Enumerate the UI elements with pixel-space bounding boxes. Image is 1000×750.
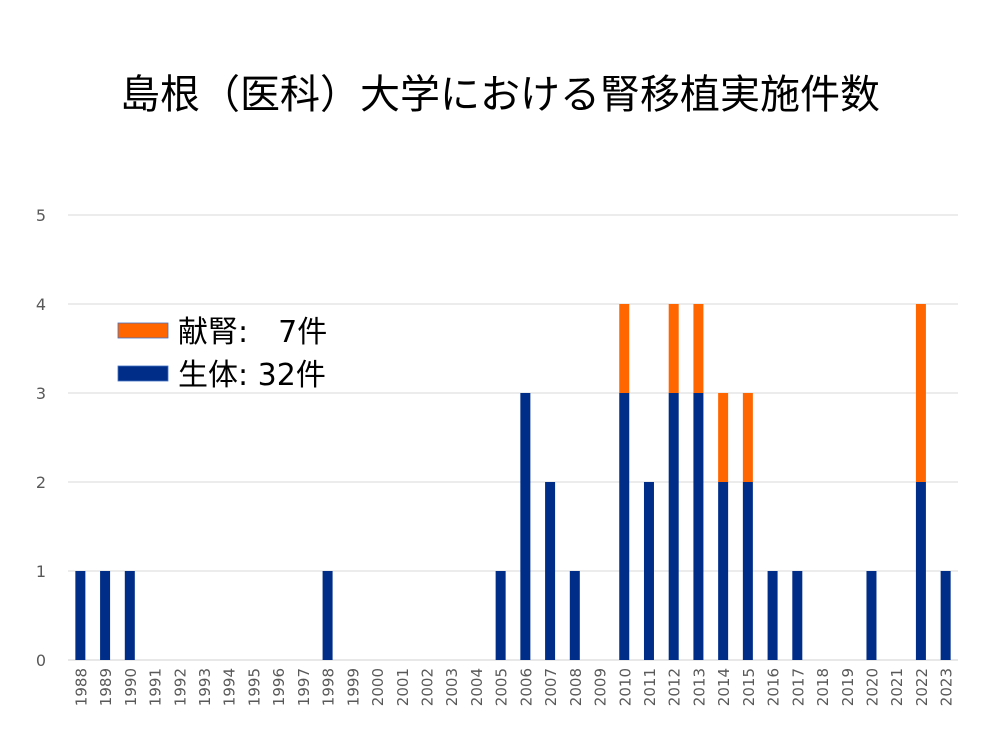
x-tick-label: 1997 [295, 668, 313, 706]
bar-segment [619, 304, 630, 393]
bar-segment [718, 393, 729, 482]
x-tick-label: 2008 [567, 668, 585, 706]
y-tick-label: 3 [36, 384, 46, 403]
x-tick-label: 1989 [97, 668, 115, 706]
bar-segment [100, 571, 111, 660]
y-axis-ticks: 0 1 2 3 4 5 [36, 206, 46, 670]
legend-swatch [117, 365, 169, 382]
x-tick-label: 1998 [320, 668, 338, 706]
legend-label: 献腎: 7件 [178, 315, 327, 350]
bar-segment [545, 482, 556, 660]
legend-swatch [117, 322, 169, 339]
x-tick-label: 1992 [171, 668, 189, 706]
x-tick-label: 1996 [270, 668, 288, 706]
bar-segment [619, 393, 630, 660]
x-tick-label: 2020 [863, 668, 881, 706]
bar-segment [792, 571, 803, 660]
y-tick-label: 5 [36, 206, 46, 225]
y-tick-label: 2 [36, 473, 46, 492]
x-tick-label: 2021 [888, 668, 906, 706]
x-tick-label: 2013 [690, 668, 708, 706]
x-tick-label: 1995 [245, 668, 263, 706]
x-tick-label: 2006 [517, 668, 535, 706]
x-tick-label: 2005 [493, 668, 511, 706]
chart-title: 島根（医科）大学における腎移植実施件数 [120, 72, 880, 118]
x-tick-label: 1999 [344, 668, 362, 706]
x-tick-label: 2004 [468, 668, 486, 706]
x-tick-label: 2015 [740, 668, 758, 706]
gridlines [68, 214, 958, 661]
bar-segment [915, 482, 926, 660]
bar-segment [693, 304, 704, 393]
bar-segment [693, 393, 704, 660]
bar-segment [940, 571, 951, 660]
x-tick-label: 1993 [196, 668, 214, 706]
legend-label: 生体: 32件 [178, 358, 326, 393]
bar-segment [643, 482, 654, 660]
x-tick-label: 2003 [443, 668, 461, 706]
bar-segment [75, 571, 86, 660]
x-tick-label: 2002 [418, 668, 436, 706]
bar-segment [124, 571, 135, 660]
bar-segment [718, 482, 729, 660]
x-tick-label: 2009 [592, 668, 610, 706]
bar-segment [495, 571, 506, 660]
y-tick-label: 0 [36, 651, 46, 670]
x-tick-label: 2011 [641, 668, 659, 706]
x-tick-label: 1994 [221, 668, 239, 706]
bar-segment [668, 393, 679, 660]
x-tick-label: 2010 [616, 668, 634, 706]
x-tick-label: 2000 [369, 668, 387, 706]
x-tick-label: 2007 [542, 668, 560, 706]
bars [75, 304, 951, 660]
bar-segment [520, 393, 531, 660]
x-tick-label: 2014 [715, 668, 733, 706]
y-tick-label: 1 [36, 562, 46, 581]
x-tick-label: 2016 [765, 668, 783, 706]
bar-segment [668, 304, 679, 393]
x-tick-label: 2001 [394, 668, 412, 706]
x-tick-label: 2019 [839, 668, 857, 706]
x-tick-label: 2022 [913, 668, 931, 706]
bar-segment [322, 571, 333, 660]
bar-segment [569, 571, 580, 660]
bar-segment [742, 482, 753, 660]
bar-segment [742, 393, 753, 482]
y-tick-label: 4 [36, 295, 46, 314]
x-axis-ticks: 1988 1989 1990 1991 1992 1993 1994 1995 1996 1997… [72, 668, 955, 706]
x-tick-label: 1988 [72, 668, 90, 706]
x-tick-label: 1991 [147, 668, 165, 706]
x-tick-label: 2017 [789, 668, 807, 706]
x-tick-label: 2018 [814, 668, 832, 706]
bar-segment [767, 571, 778, 660]
bar-segment [866, 571, 877, 660]
x-tick-label: 2012 [666, 668, 684, 706]
x-tick-label: 2023 [938, 668, 956, 706]
x-tick-label: 1990 [122, 668, 140, 706]
bar-segment [915, 304, 926, 482]
